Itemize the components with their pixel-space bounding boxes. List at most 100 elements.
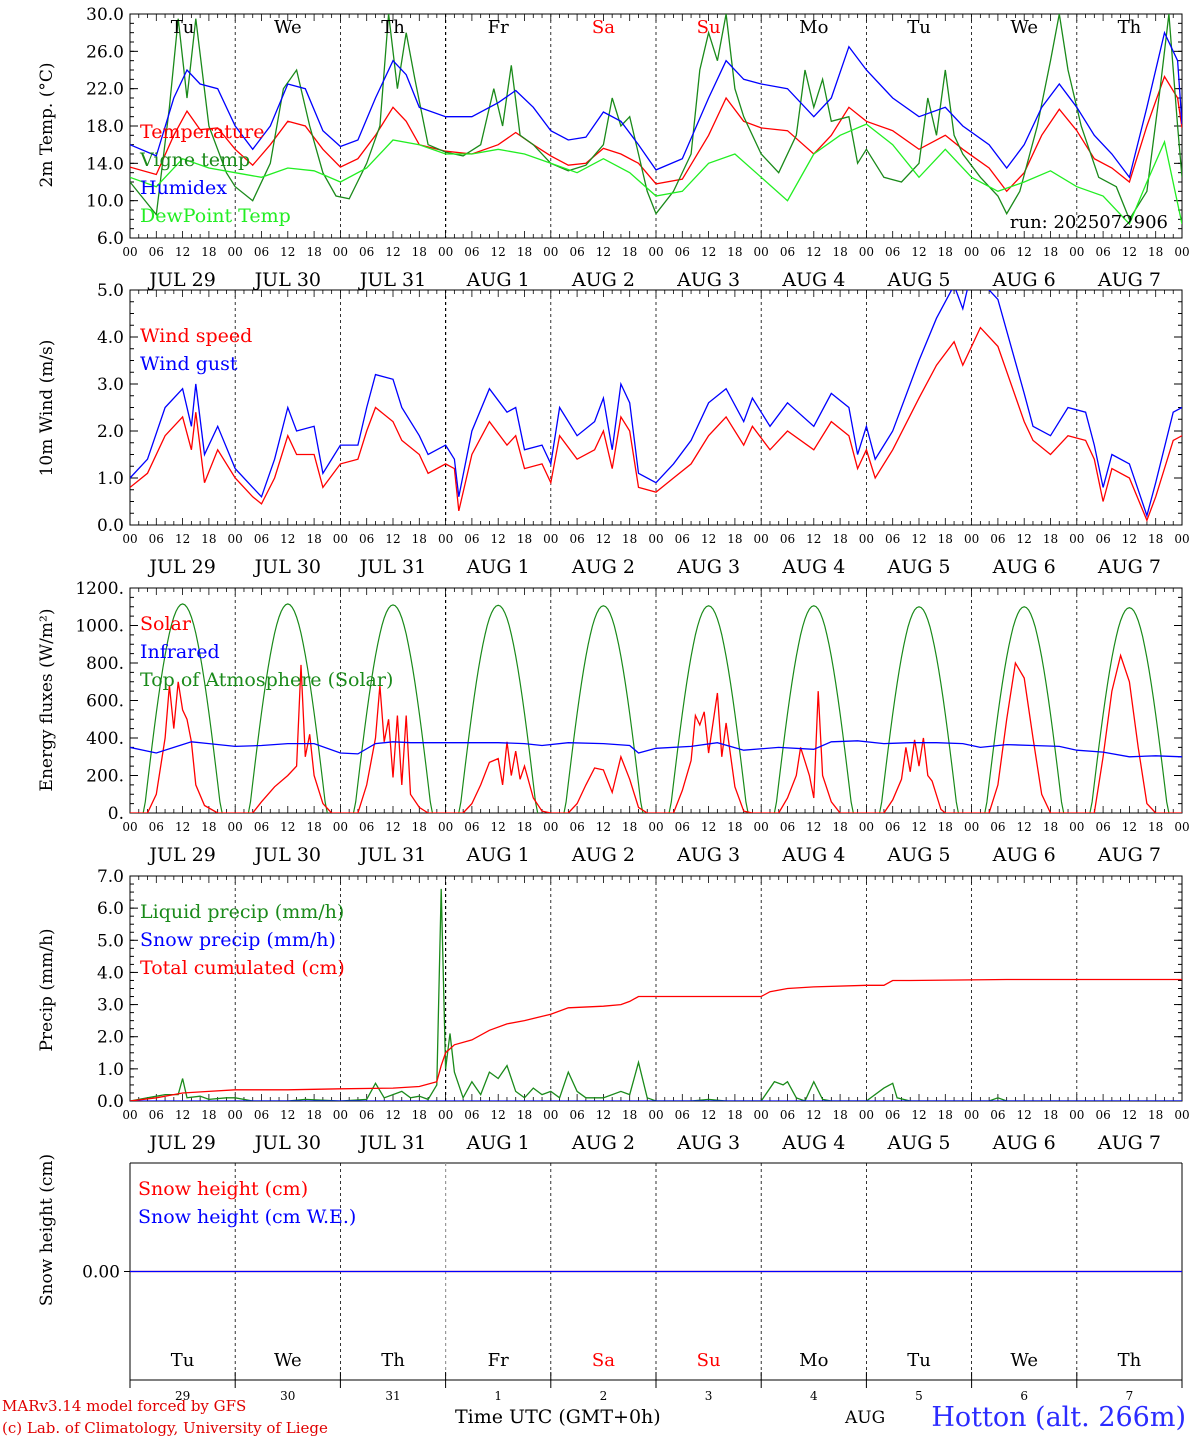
date-label: AUG 1 [466,844,530,866]
hour-label: 00 [859,820,874,834]
hour-label: 06 [569,532,584,546]
hour-label: 00 [1174,532,1189,546]
y-axis-label: Snow height (cm) [37,1154,57,1306]
legend-entry: Temperature [140,121,264,143]
weekday-label: We [1010,17,1038,38]
hour-label: 18 [412,820,427,834]
date-label: AUG 5 [886,269,950,291]
date-label: AUG 4 [781,844,845,866]
y-tick-label: 5.0 [97,281,124,301]
date-label: AUG 6 [992,556,1056,578]
y-tick-label: 400. [86,729,124,749]
hour-label: 12 [491,532,506,546]
hour-label: 18 [1043,532,1058,546]
hour-label: 06 [675,245,690,259]
hour-label: 18 [517,532,532,546]
hour-label: 00 [964,532,979,546]
hour-label: 06 [149,532,164,546]
x-axis-title: Time UTC (GMT+0h) [455,1406,661,1428]
date-label: JUL 31 [358,556,426,578]
hour-label: 00 [333,245,348,259]
station-name: Hotton (alt. 266m) [931,1402,1186,1433]
day-number-label: 31 [385,1389,400,1403]
hour-label: 18 [1043,1108,1058,1122]
series-line-blue [130,30,1182,179]
date-label: AUG 1 [466,1132,530,1154]
weekday-label: Sa [592,17,615,38]
hour-label: 00 [333,1108,348,1122]
hour-label: 12 [175,1108,190,1122]
weekday-label: Fr [488,1350,509,1371]
hour-label: 12 [491,820,506,834]
hour-label: 00 [1069,532,1084,546]
hour-label: 00 [859,245,874,259]
hour-label: 00 [122,1108,137,1122]
hour-label: 12 [911,532,926,546]
y-tick-label: 6.0 [97,229,124,249]
date-label: JUL 31 [358,844,426,866]
hour-label: 12 [385,1108,400,1122]
date-label: AUG 5 [886,556,950,578]
hour-label: 12 [596,820,611,834]
hour-label: 00 [438,245,453,259]
hour-label: 06 [569,1108,584,1122]
hour-label: 00 [1174,1108,1189,1122]
hour-label: 00 [1069,820,1084,834]
hour-label: 00 [964,820,979,834]
hour-label: 12 [596,532,611,546]
hour-label: 06 [885,1108,900,1122]
hour-label: 06 [254,532,269,546]
hour-label: 12 [911,820,926,834]
hour-label: 06 [1095,532,1110,546]
hour-label: 18 [938,532,953,546]
hour-label: 06 [990,820,1005,834]
hour-label: 06 [569,245,584,259]
hour-label: 18 [622,1108,637,1122]
series-line-green [130,14,1182,221]
hour-label: 12 [701,1108,716,1122]
hour-label: 00 [228,1108,243,1122]
hour-label: 12 [911,1108,926,1122]
series-line-blue [130,290,1182,518]
weekday-label: We [274,17,302,38]
hour-label: 06 [149,820,164,834]
date-label: AUG 2 [571,1132,635,1154]
hour-label: 06 [464,532,479,546]
date-label: AUG 1 [466,556,530,578]
hour-label: 00 [964,245,979,259]
hour-label: 00 [333,820,348,834]
hour-label: 00 [333,532,348,546]
hour-label: 12 [1122,245,1137,259]
hour-label: 12 [806,820,821,834]
legend-entry: DewPoint Temp [140,205,291,227]
hour-label: 00 [648,245,663,259]
date-label: JUL 30 [253,556,321,578]
date-label: AUG 5 [886,844,950,866]
hour-label: 06 [464,1108,479,1122]
y-tick-label: 800. [86,654,124,674]
hour-label: 18 [517,820,532,834]
date-label: AUG 2 [571,556,635,578]
date-label: AUG 3 [676,269,740,291]
hour-label: 06 [359,1108,374,1122]
date-label: AUG 7 [1097,844,1161,866]
series-line-blue [130,740,1182,758]
hour-label: 06 [675,532,690,546]
day-number-label: 30 [280,1389,295,1403]
hour-label: 18 [832,532,847,546]
hour-label: 18 [306,245,321,259]
hour-label: 12 [175,820,190,834]
hour-label: 18 [938,820,953,834]
hour-label: 12 [1017,245,1032,259]
day-number-label: 5 [915,1389,923,1403]
panel-energy: 00 06 12 18 JUL 29 00 06 12 18 JUL 30 00 06 12 18 JUL … [37,579,1190,866]
legend-entry: Wind speed [140,325,252,347]
hour-label: 18 [832,820,847,834]
run-label: run: 2025072906 [1010,212,1168,233]
hour-label: 06 [254,1108,269,1122]
hour-label: 12 [911,245,926,259]
y-tick-label: 1.0 [97,1060,124,1080]
hour-label: 12 [596,245,611,259]
